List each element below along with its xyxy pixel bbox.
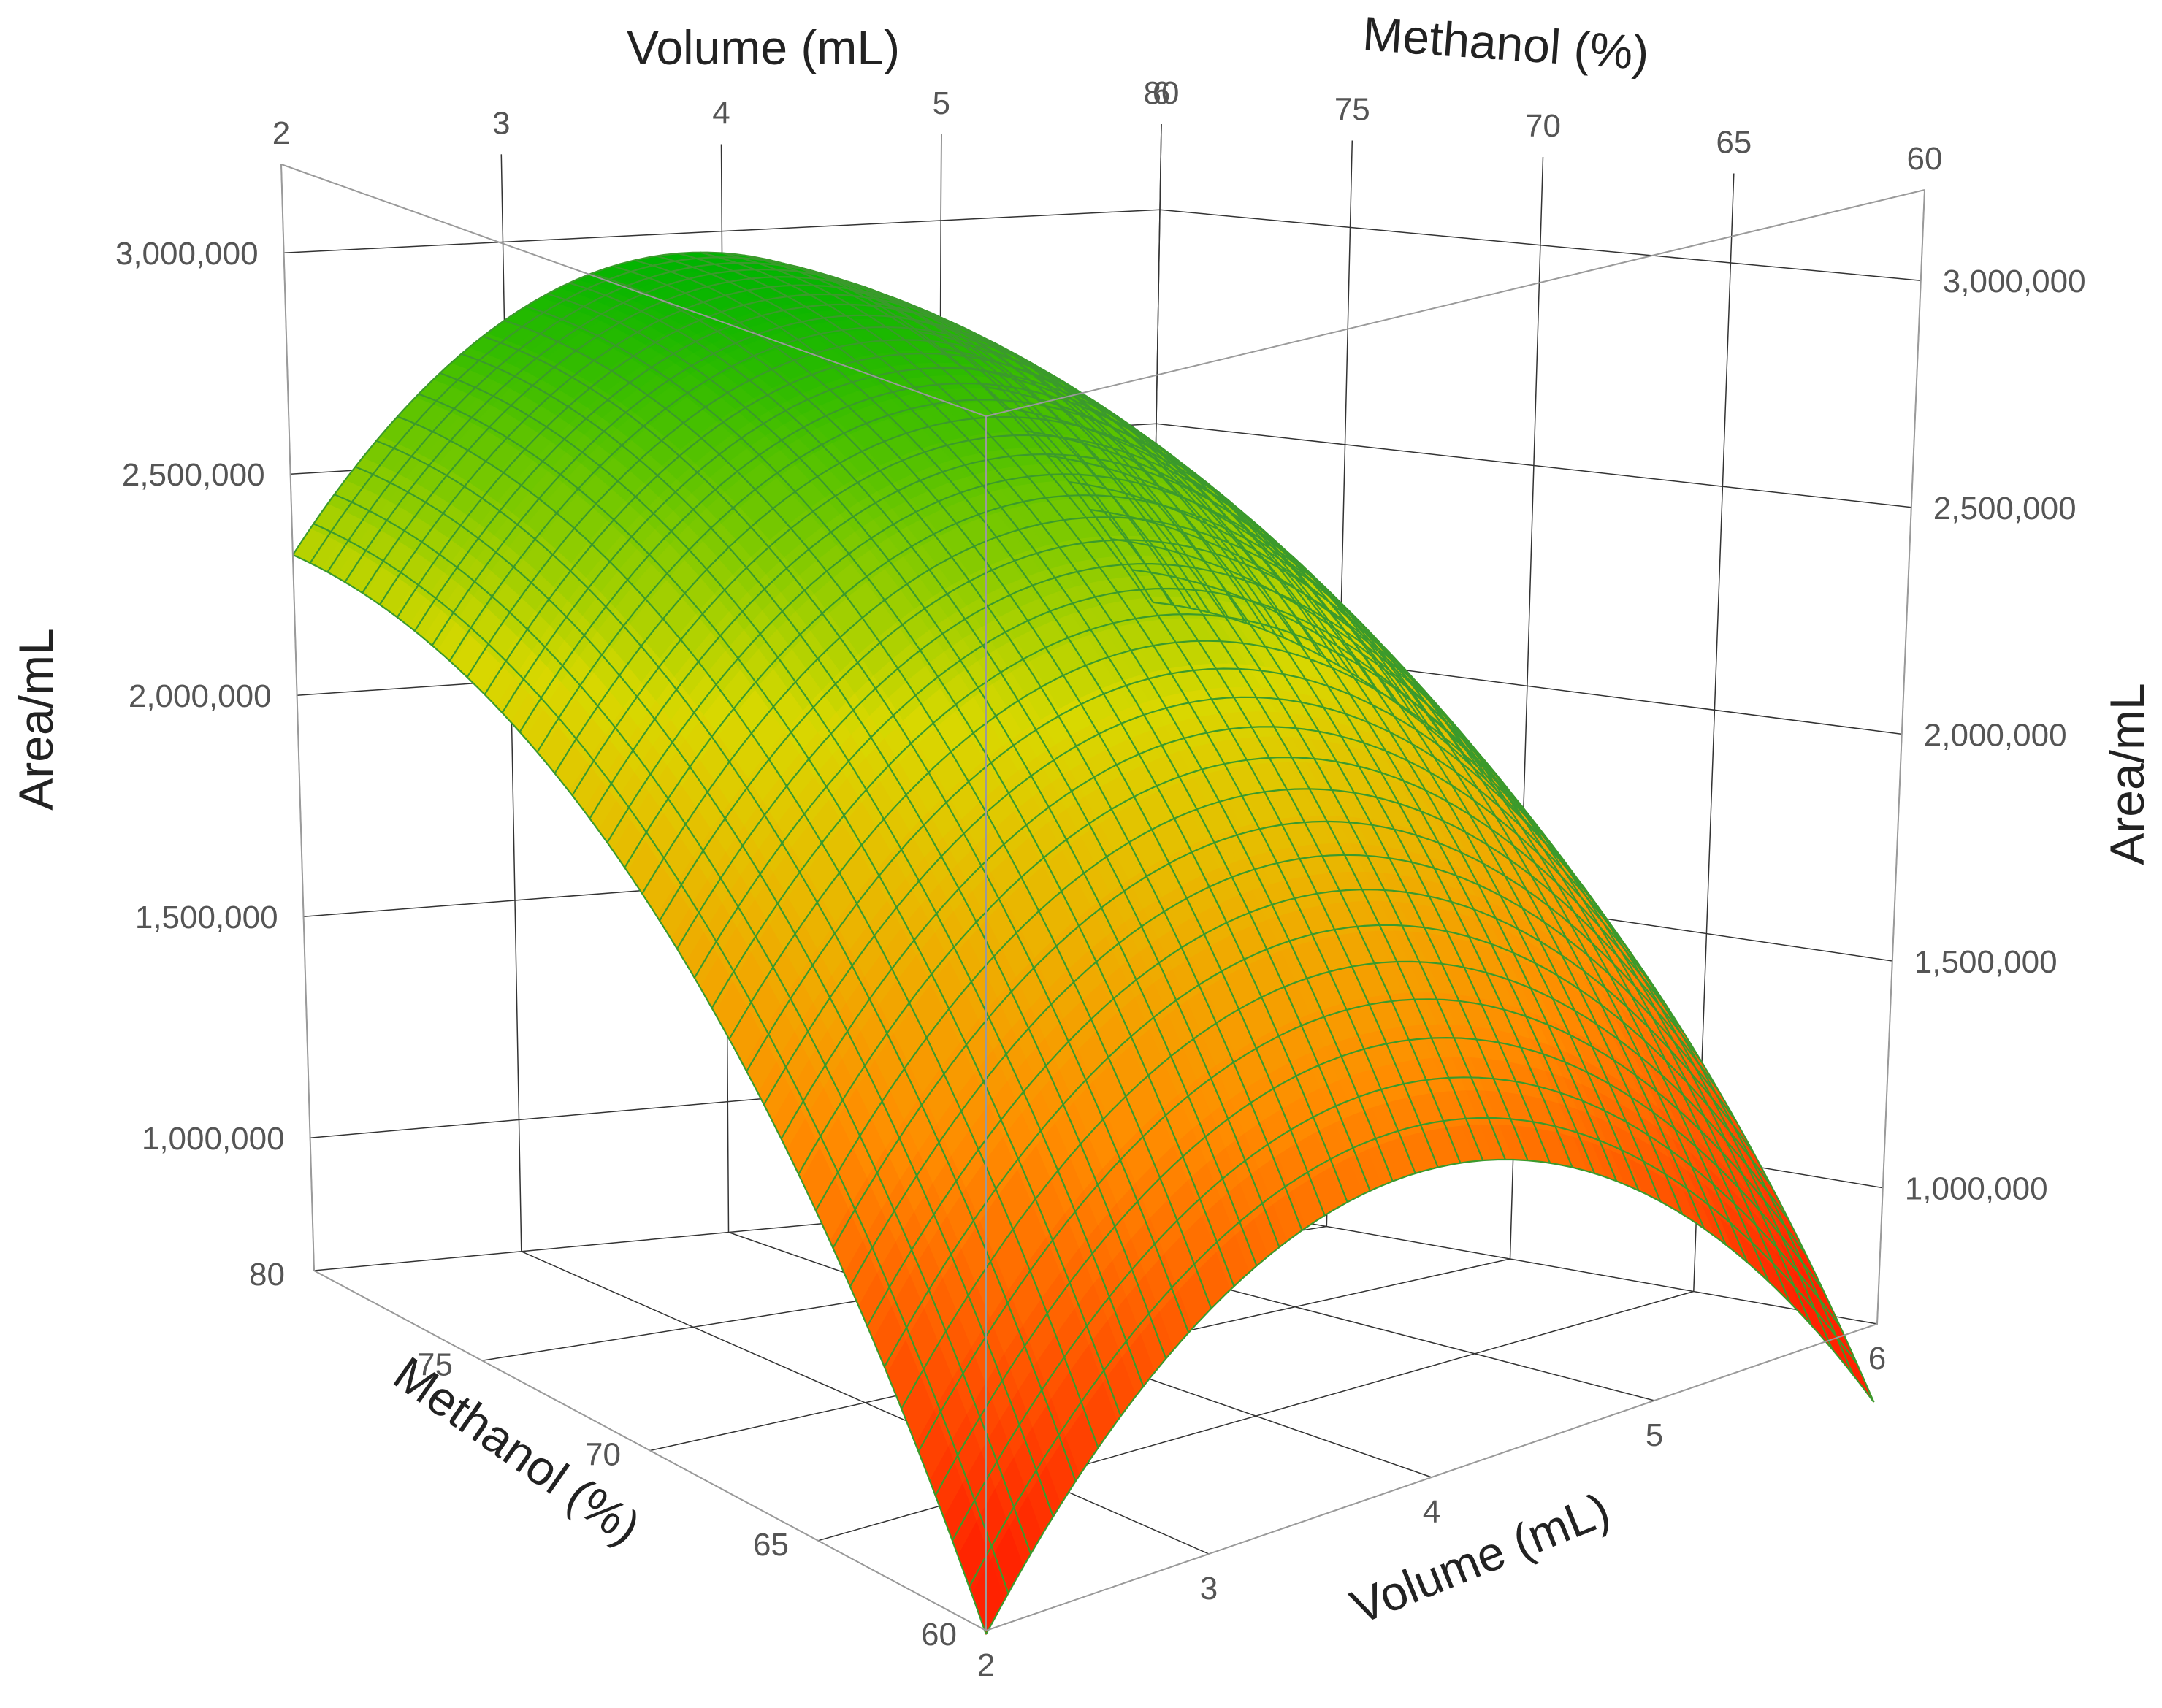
frame-edge: [280, 164, 987, 417]
right-z-tick-label: 3,000,000: [1943, 264, 2086, 299]
mesh-line: [554, 415, 1433, 774]
bottom-volume-tick-label: 6: [1868, 1341, 1886, 1376]
top-volume-tick-label: 3: [492, 105, 510, 141]
mesh-line: [711, 613, 1597, 1008]
top-volume-axis-title: Volume (mL): [627, 20, 900, 74]
mesh-line: [536, 399, 1415, 753]
top-methanol-tick-label: 65: [1716, 125, 1752, 161]
mesh-line: [969, 1117, 1858, 1588]
left-z-tick-label: 1,500,000: [135, 900, 278, 935]
bottom-methanol-tick-label: 60: [921, 1617, 957, 1653]
mesh-line: [780, 726, 1668, 1140]
mesh-line: [519, 382, 1397, 732]
tick-labels: 1,000,000 1,500,000 2,000,000 2,500,000 3,00…: [115, 75, 2086, 1683]
mesh-line: [413, 303, 1285, 639]
mesh-line: [309, 256, 1173, 605]
mesh-line: [901, 960, 1789, 1409]
mesh-line: [728, 640, 1614, 1040]
mesh-line: [291, 251, 1154, 603]
methanol-gridline: [481, 140, 1353, 1362]
top-methanol-axis-title: Methanol (%): [1361, 6, 1651, 80]
bottom-methanol-tick-label: 65: [753, 1527, 789, 1563]
top-volume-tick-label: 6: [1153, 75, 1170, 111]
mesh-line: [448, 326, 1322, 662]
mesh-line: [985, 1158, 1875, 1635]
left-z-tick-label: 3,000,000: [115, 236, 259, 272]
frame-edge: [280, 164, 315, 1271]
mesh-line: [501, 367, 1378, 713]
frame-edge: [1876, 189, 1925, 1325]
bottom-volume-tick-label: 2: [977, 1647, 995, 1683]
right-z-tick-label: 2,500,000: [1933, 491, 2077, 526]
left-z-tick-label: 2,000,000: [129, 678, 272, 714]
mesh-line: [571, 434, 1451, 796]
mesh-line: [379, 284, 1248, 624]
mesh-line: [466, 339, 1341, 678]
mesh-line: [883, 924, 1773, 1368]
right-z-tick-label: 2,000,000: [1924, 717, 2067, 753]
mesh-line: [866, 889, 1755, 1327]
frame-edge: [313, 1270, 987, 1631]
top-volume-tick-label: 5: [933, 85, 950, 121]
z-gridline: [283, 209, 1921, 281]
mesh-line: [396, 294, 1267, 631]
right-z-axis-title: Area/mL: [2100, 683, 2154, 865]
mesh-line: [951, 1076, 1841, 1542]
bottom-volume-tick-label: 3: [1200, 1571, 1218, 1606]
mesh-line: [746, 667, 1632, 1072]
bottom-volume-axis-title: Volume (mL): [1343, 1482, 1617, 1634]
frame-edge: [985, 189, 1925, 417]
left-z-tick-label: 1,000,000: [142, 1121, 285, 1157]
top-volume-tick-label: 2: [272, 115, 290, 151]
mesh-line: [763, 696, 1650, 1106]
bottom-methanol-tick-label: 75: [417, 1347, 453, 1382]
mesh-line: [693, 587, 1578, 979]
bottom-methanol-tick-label: 70: [585, 1437, 621, 1473]
mesh-line: [832, 820, 1720, 1249]
mesh-line: [917, 998, 1807, 1452]
axis-frame: [280, 164, 1925, 1631]
mesh-line: [431, 314, 1304, 647]
bottom-methanol-tick-label: 80: [249, 1257, 285, 1293]
frame-edge: [985, 1323, 1878, 1631]
bottom-volume-tick-label: 5: [1646, 1417, 1663, 1453]
mesh-line: [798, 757, 1685, 1175]
top-methanol-tick-label: 75: [1334, 92, 1370, 128]
mesh-line: [849, 854, 1738, 1287]
right-z-tick-label: 1,000,000: [1905, 1171, 2048, 1207]
top-methanol-tick-label: 60: [1907, 141, 1943, 177]
right-z-tick-label: 1,500,000: [1914, 944, 2058, 980]
top-volume-tick-label: 4: [712, 96, 730, 131]
mesh-line: [814, 788, 1703, 1211]
mesh-line: [934, 1036, 1824, 1496]
mesh-line: [326, 261, 1192, 609]
left-z-tick-label: 2,500,000: [122, 457, 265, 493]
mesh-line: [484, 352, 1359, 695]
left-z-axis-title: Area/mL: [9, 628, 63, 810]
top-methanol-tick-label: 80: [1144, 75, 1180, 111]
top-methanol-tick-label: 70: [1525, 108, 1561, 144]
methanol-gridline: [817, 173, 1735, 1542]
bottom-volume-tick-label: 4: [1423, 1494, 1440, 1530]
mesh-line: [344, 268, 1210, 613]
mesh-line: [676, 562, 1560, 949]
mesh-line: [362, 276, 1229, 619]
surface-mesh: [291, 251, 1875, 1635]
